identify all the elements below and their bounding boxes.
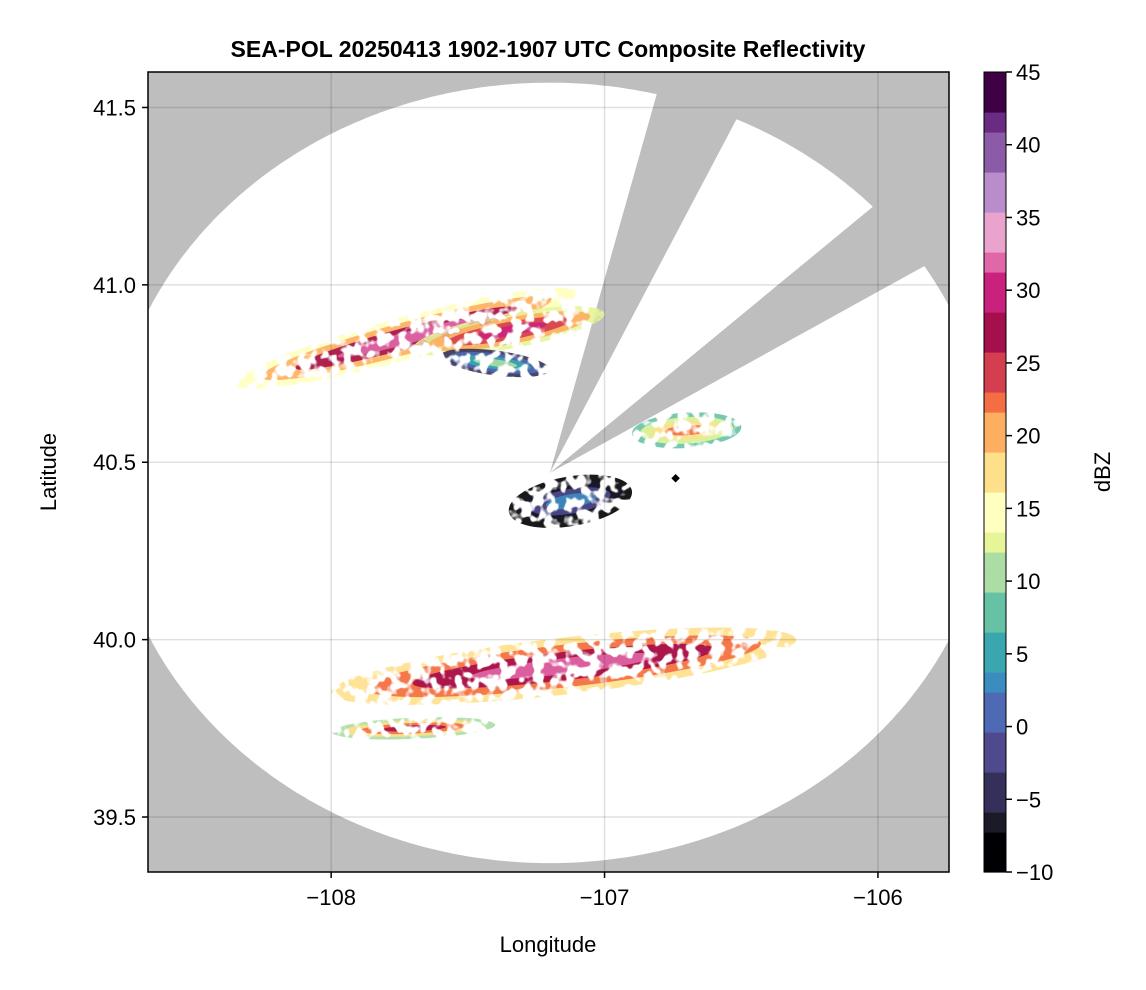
y-tick-label: 40.5 — [93, 450, 136, 475]
y-axis-ticks: 39.5 40.0 40.5 41.0 41.5 — [93, 95, 148, 830]
colorbar-segment — [984, 552, 1006, 573]
colorbar-segment — [984, 272, 1006, 293]
colorbar-segment — [984, 772, 1006, 793]
colorbar-tick-label: 20 — [1016, 424, 1040, 449]
colorbar-segment — [984, 72, 1006, 93]
colorbar-segment — [984, 432, 1006, 453]
y-tick-label: 40.0 — [93, 628, 136, 653]
colorbar-segment — [984, 372, 1006, 393]
colorbar-segment — [984, 352, 1006, 373]
colorbar-segment — [984, 752, 1006, 773]
echo-southern-band — [331, 627, 796, 705]
x-tick-label: −108 — [306, 885, 356, 910]
echo-layer-3 — [470, 322, 548, 340]
y-tick-label: 41.0 — [93, 273, 136, 298]
colorbar-segment — [984, 792, 1006, 813]
grid-lines — [148, 72, 949, 872]
colorbar-segment — [984, 312, 1006, 333]
colorbar-segment — [984, 812, 1006, 833]
colorbar-segment — [984, 712, 1006, 733]
colorbar-tick-label: 30 — [1016, 278, 1040, 303]
colorbar-segment — [984, 472, 1006, 493]
colorbar-segment — [984, 132, 1006, 153]
colorbar-segment — [984, 152, 1006, 173]
reflectivity-echoes — [235, 287, 796, 740]
echo-layer-3 — [380, 724, 446, 732]
echo-northern-light-core — [440, 348, 550, 378]
colorbar-segment — [984, 212, 1006, 233]
chart-title: SEA-POL 20250413 1902-1907 UTC Composite… — [231, 36, 866, 62]
plot-area — [148, 72, 949, 872]
colorbar-frame — [983, 71, 1007, 873]
colorbar-tick-label: 40 — [1016, 133, 1040, 158]
colorbar-segment — [984, 832, 1006, 853]
plot-frame — [147, 71, 950, 873]
colorbar-segment — [984, 572, 1006, 593]
colorbar-segment — [984, 392, 1006, 413]
colorbar-segment — [984, 332, 1006, 353]
colorbar-tick-label: −10 — [1016, 860, 1053, 885]
colorbar-tick-label: 5 — [1016, 642, 1028, 667]
colorbar-tick-label: 25 — [1016, 351, 1040, 376]
y-axis-label: Latitude — [36, 433, 61, 511]
colorbar-segment — [984, 692, 1006, 713]
colorbar-tick-label: 10 — [1016, 569, 1040, 594]
colorbar-label: dBZ — [1090, 452, 1115, 492]
colorbar-segment — [984, 612, 1006, 633]
colorbar-segment — [984, 172, 1006, 193]
y-tick-label: 39.5 — [93, 805, 136, 830]
colorbar-tick-label: −5 — [1016, 787, 1041, 812]
colorbar-segment — [984, 292, 1006, 313]
x-tick-label: −106 — [853, 885, 903, 910]
colorbar-segment — [984, 92, 1006, 113]
colorbar-segment — [984, 412, 1006, 433]
echo-east-cluster — [631, 412, 742, 449]
colorbar-segment — [984, 232, 1006, 253]
colorbar-segment — [984, 532, 1006, 553]
x-tick-label: −107 — [580, 885, 630, 910]
y-tick-label: 41.5 — [93, 95, 136, 120]
colorbar-segment — [984, 632, 1006, 653]
colorbar-tick-label: 45 — [1016, 60, 1040, 85]
x-axis-label: Longitude — [500, 932, 597, 957]
colorbar-tick-label: 35 — [1016, 205, 1040, 230]
echo-layer-3 — [470, 653, 657, 680]
echo-layer-3 — [473, 358, 518, 368]
colorbar-segment — [984, 452, 1006, 473]
radar-site-marker — [671, 473, 680, 483]
echo-layer-3 — [545, 493, 596, 510]
colorbar-segment — [984, 112, 1006, 133]
x-axis-ticks: −108 −107 −106 — [306, 872, 903, 910]
echo-central-cluster — [508, 474, 633, 528]
colorbar-segment — [984, 852, 1006, 873]
echo-northern-band-inner — [413, 306, 605, 356]
colorbar-segment — [984, 192, 1006, 213]
colorbar-segment — [984, 492, 1006, 513]
echo-layer-3 — [337, 318, 475, 358]
colorbar-segment — [984, 652, 1006, 673]
radar-coverage-disc — [148, 82, 949, 864]
colorbar-segment — [984, 732, 1006, 753]
colorbar-tick-label: 0 — [1016, 715, 1028, 740]
colorbar-segment — [984, 592, 1006, 613]
colorbar-segment — [984, 252, 1006, 273]
colorbar-tick-label: 15 — [1016, 496, 1040, 521]
echo-southwest-cells — [331, 717, 496, 740]
echo-layer-3 — [664, 425, 709, 436]
colorbar-segment — [984, 672, 1006, 693]
colorbar-segment — [984, 512, 1006, 533]
echo-northern-band — [235, 287, 578, 389]
colorbar: −10 −5 0 5 10 15 20 25 30 35 40 45 — [983, 60, 1053, 885]
